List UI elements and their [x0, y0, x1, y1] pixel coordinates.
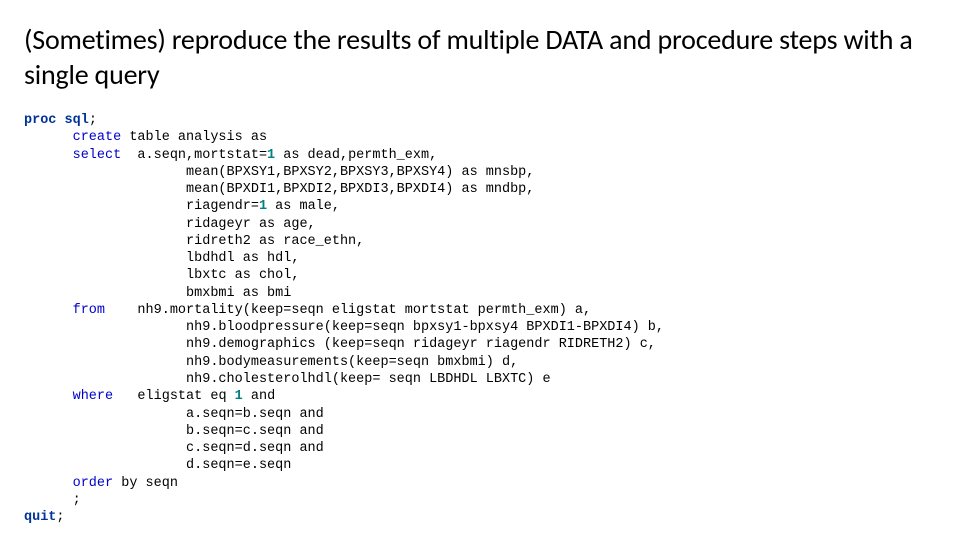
- code-text: nh9.mortality(keep=seqn eligstat mortsta…: [105, 303, 591, 318]
- slide: (Sometimes) reproduce the results of mul…: [0, 0, 960, 540]
- code-text: a.seqn=b.seqn and: [186, 407, 324, 422]
- code-text: bmxbmi as bmi: [186, 286, 291, 301]
- code-text: table analysis as: [121, 130, 267, 145]
- code-text: b.seqn=c.seqn and: [186, 424, 324, 439]
- code-text: lbxtc as chol,: [186, 268, 299, 283]
- semi: ;: [73, 493, 81, 508]
- lit-1: 1: [259, 199, 267, 214]
- semi: ;: [56, 510, 64, 525]
- code-text: as dead,permth_exm,: [275, 148, 437, 163]
- kw-quit: quit: [24, 510, 56, 525]
- code-block: proc sql; create table analysis as selec…: [24, 112, 936, 526]
- code-text: by seqn: [113, 476, 178, 491]
- code-text: c.seqn=d.seqn and: [186, 441, 324, 456]
- code-text: a.seqn,mortstat=: [121, 148, 267, 163]
- code-text: mean(BPXDI1,BPXDI2,BPXDI3,BPXDI4) as mnd…: [186, 182, 534, 197]
- semi: ;: [89, 113, 97, 128]
- code-text: d.seqn=e.seqn: [186, 458, 291, 473]
- kw-sql: sql: [65, 113, 89, 128]
- kw-select: select: [73, 148, 122, 163]
- kw-proc: proc: [24, 113, 56, 128]
- code-text: eligstat eq: [113, 389, 235, 404]
- kw-where: where: [73, 389, 114, 404]
- code-text: riagendr=: [186, 199, 259, 214]
- kw-from: from: [73, 303, 105, 318]
- code-text: lbdhdl as hdl,: [186, 251, 299, 266]
- code-text: mean(BPXSY1,BPXSY2,BPXSY3,BPXSY4) as mns…: [186, 165, 534, 180]
- lit-1: 1: [235, 389, 243, 404]
- code-text: as male,: [267, 199, 340, 214]
- code-text: nh9.cholesterolhdl(keep= seqn LBDHDL LBX…: [186, 372, 551, 387]
- lit-1: 1: [267, 148, 275, 163]
- slide-title: (Sometimes) reproduce the results of mul…: [24, 22, 936, 92]
- kw-order: order: [73, 476, 114, 491]
- code-text: nh9.demographics (keep=seqn ridageyr ria…: [186, 337, 656, 352]
- code-text: ridreth2 as race_ethn,: [186, 234, 364, 249]
- code-text: ridageyr as age,: [186, 217, 316, 232]
- code-text: nh9.bodymeasurements(keep=seqn bmxbmi) d…: [186, 355, 518, 370]
- kw-create: create: [73, 130, 122, 145]
- code-text: and: [243, 389, 275, 404]
- code-text: nh9.bloodpressure(keep=seqn bpxsy1-bpxsy…: [186, 320, 664, 335]
